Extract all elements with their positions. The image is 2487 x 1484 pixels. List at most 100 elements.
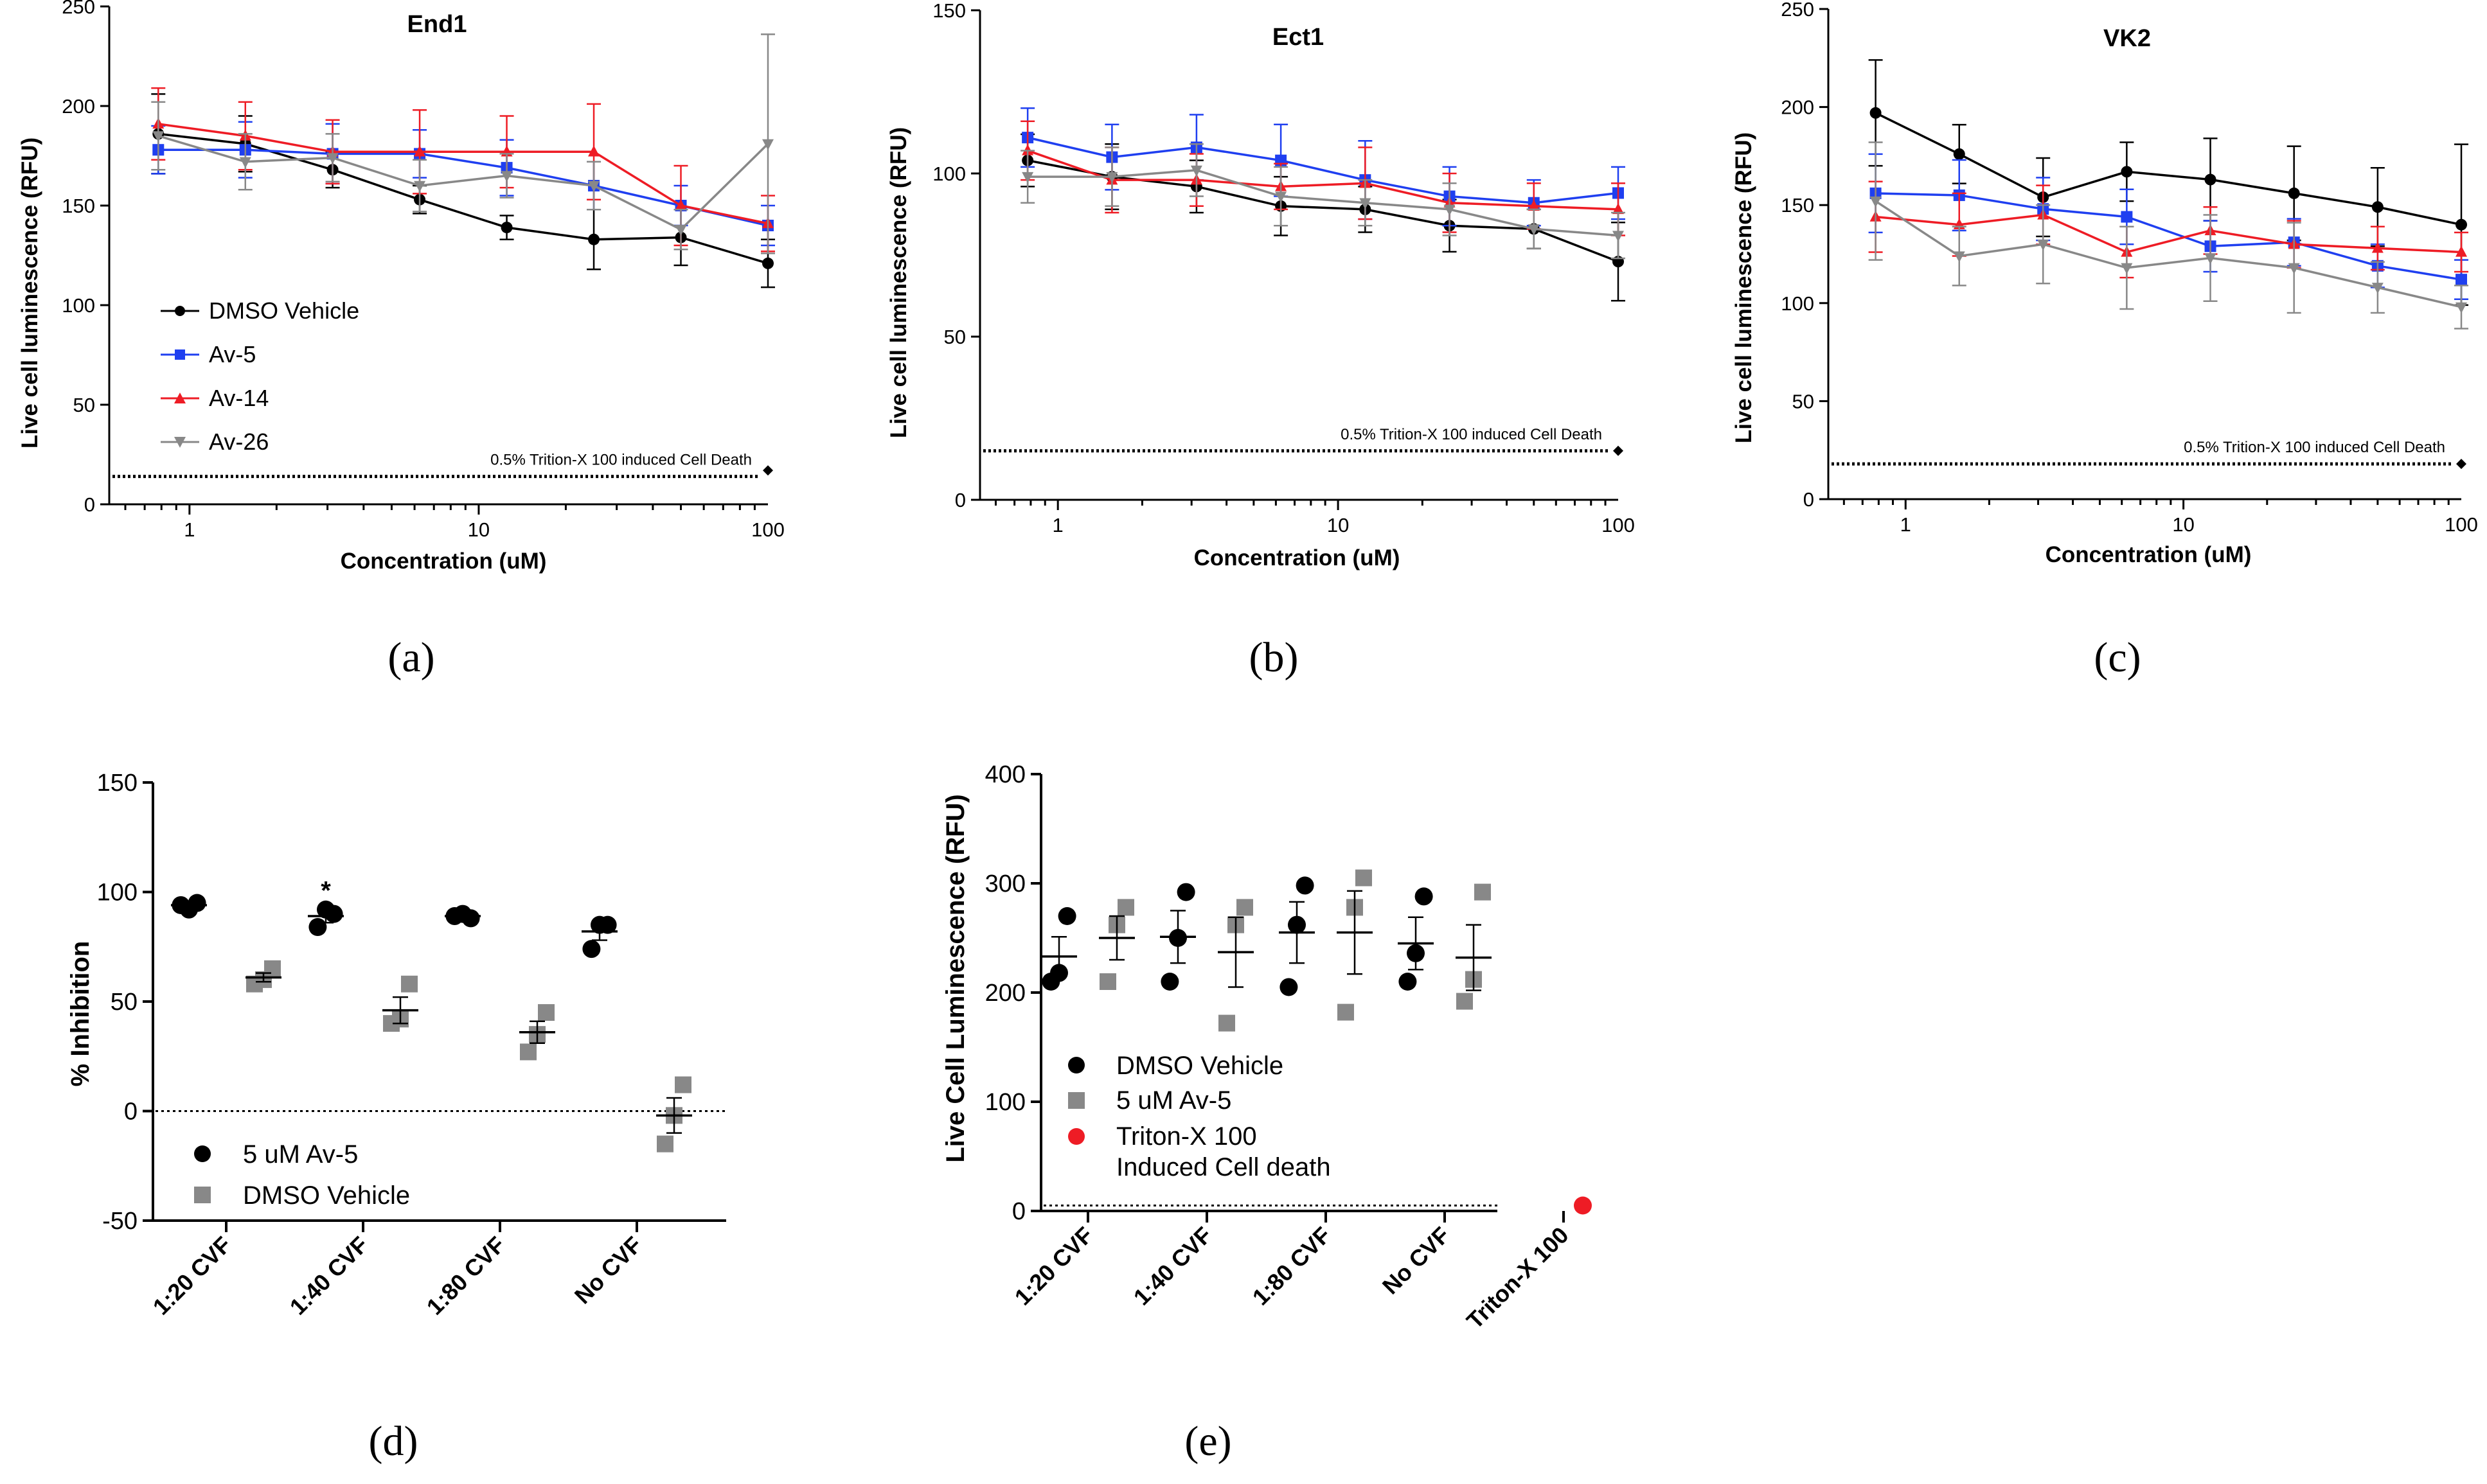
data-point <box>401 975 418 993</box>
chart-ect1: Ect1 Live cell luminescence (RFU) Concen… <box>886 0 1635 681</box>
data-point <box>1869 107 1882 119</box>
data-point <box>1022 172 1034 183</box>
series-triton-x-100-induced-cell-death <box>1574 1196 1592 1215</box>
data-point <box>1359 198 1371 209</box>
series-line <box>1027 136 1619 204</box>
x-tick-label: Triton-X 100 <box>1461 1222 1574 1334</box>
legend-marker-triton <box>1068 1128 1085 1145</box>
y-tick-label: 400 <box>985 761 1026 788</box>
data-point <box>2121 211 2133 223</box>
data-point <box>1612 231 1624 242</box>
legend-marker-av5 <box>194 1145 211 1162</box>
caption-c: (c) <box>2094 634 2141 681</box>
series-line <box>158 123 769 225</box>
x-tick-label: 100 <box>2445 513 2478 536</box>
series-line <box>1875 112 2462 226</box>
x-tick-label: No CVF <box>569 1232 647 1309</box>
data-point <box>2456 274 2467 286</box>
legend-label-av26: Av-26 <box>209 428 269 455</box>
data-point <box>2456 302 2467 314</box>
legend-label-dmso: DMSO Vehicle <box>1116 1052 1283 1080</box>
y-tick-label: 250 <box>1781 0 1814 21</box>
y-axis-label: Live Cell Luminescence (RFU) <box>941 794 970 1162</box>
data-point <box>762 257 774 269</box>
data-point <box>588 181 600 192</box>
data-point <box>2456 218 2467 231</box>
chart-title: End1 <box>407 11 467 38</box>
plot-area: 0 100 200 300 400 1:20 CVF 1:40 CVF 1:80 CVF No … <box>985 761 1592 1334</box>
data-point <box>1414 887 1433 906</box>
y-tick-label: 250 <box>62 0 95 18</box>
data-point <box>2371 283 2384 294</box>
data-point <box>1528 224 1540 236</box>
data-point <box>1474 883 1491 901</box>
y-tick-label: 0 <box>84 493 95 516</box>
y-axis-label: Live cell luminescence (RFU) <box>17 137 42 448</box>
y-tick-label: 50 <box>111 989 138 1016</box>
data-point <box>1443 204 1456 216</box>
caption-e: (e) <box>1184 1418 1231 1465</box>
data-point <box>598 915 617 934</box>
plot-area: 0 50 100 150 200 250 1 10 100 0.5% Trition-X 100 … <box>62 0 785 541</box>
data-point <box>1612 202 1624 215</box>
legend-label-av5: 5 uM Av-5 <box>1116 1086 1231 1115</box>
legend-marker-dmso <box>175 306 185 316</box>
series-5-um-av-5 <box>1099 869 1492 1032</box>
baseline-label: 0.5% Trition-X 100 induced Cell Death <box>490 452 752 469</box>
series-line <box>158 132 769 265</box>
x-tick-label: 1 <box>1900 513 1911 536</box>
data-point <box>1177 883 1195 901</box>
baseline-marker <box>763 465 773 476</box>
legend-label-dmso: DMSO Vehicle <box>243 1181 410 1210</box>
y-tick-label: 150 <box>932 0 966 22</box>
data-point <box>2288 187 2300 199</box>
data-point <box>675 225 687 236</box>
data-point <box>2371 201 2384 213</box>
data-point <box>2037 240 2049 251</box>
data-point <box>1869 196 1882 208</box>
data-point <box>239 157 251 168</box>
series-av-14 <box>1868 181 2468 279</box>
data-point <box>1106 172 1118 183</box>
plot-area: -50 0 50 100 150 1:20 CVF 1:40 CVF 1:80 CVF No C… <box>97 770 726 1320</box>
data-point <box>2371 242 2384 253</box>
baseline-marker <box>1613 445 1623 456</box>
x-tick-label: 10 <box>1327 514 1349 536</box>
data-point <box>520 1043 537 1061</box>
series-dmso-vehicle <box>1041 876 1434 996</box>
data-point <box>414 181 426 192</box>
legend-marker-av5 <box>1068 1092 1085 1109</box>
legend-label-dmso: DMSO Vehicle <box>209 297 359 324</box>
plot-area: 0 50 100 150 200 250 1 10 100 0.5% Trition-X 100 … <box>1781 0 2478 536</box>
y-tick-label: 0 <box>1012 1198 1026 1225</box>
x-tick-label: 10 <box>468 518 490 541</box>
caption-b: (b) <box>1249 634 1299 681</box>
data-point <box>2121 166 2133 178</box>
data-point <box>1279 978 1298 996</box>
data-point <box>538 1004 555 1021</box>
data-point <box>1355 869 1372 887</box>
series-line <box>1875 213 2462 254</box>
series-av-26 <box>1868 141 2468 330</box>
y-tick-label: 50 <box>944 326 966 348</box>
data-point <box>675 199 687 211</box>
data-point <box>501 171 513 182</box>
data-point <box>1022 144 1034 155</box>
x-tick-label: 1:40 CVF <box>285 1232 373 1320</box>
data-point <box>2121 263 2133 274</box>
data-point <box>325 905 343 923</box>
caption-d: (d) <box>369 1418 418 1465</box>
data-point <box>582 940 601 958</box>
y-axis-label: Live cell luminescence (RFU) <box>886 127 911 438</box>
data-point <box>1296 876 1314 895</box>
x-axis-label: Concentration (uM) <box>2046 542 2252 567</box>
chart-title: Ect1 <box>1272 24 1324 51</box>
y-tick-label: 150 <box>1781 194 1814 216</box>
x-tick-label: 100 <box>751 518 785 541</box>
data-point <box>1190 165 1202 177</box>
y-tick-label: 150 <box>62 195 95 217</box>
legend-marker-av14 <box>174 393 186 403</box>
y-axis-label: % Inhibition <box>66 941 94 1087</box>
y-tick-label: 200 <box>985 980 1026 1007</box>
series-line <box>1875 200 2462 308</box>
